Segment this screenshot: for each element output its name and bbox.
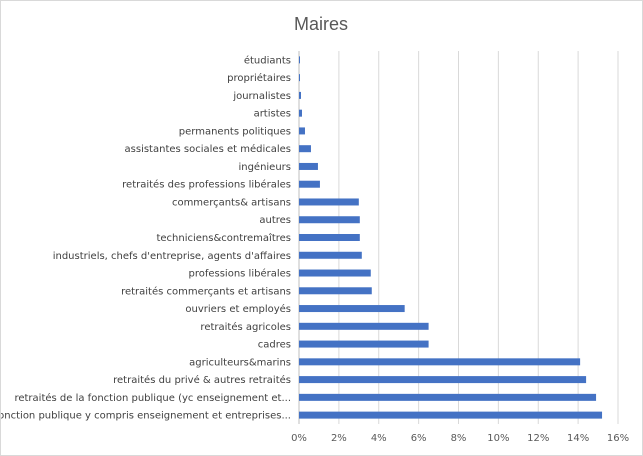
bar	[299, 358, 581, 366]
category-label: ouvriers et employés	[185, 303, 291, 315]
category-label: commerçants& artisans	[172, 197, 291, 208]
x-tick-label: 10%	[487, 433, 509, 444]
bar	[299, 91, 301, 99]
category-label: autres	[259, 215, 291, 226]
category-label: artistes	[254, 109, 291, 120]
bars	[299, 56, 603, 419]
bar	[299, 305, 405, 313]
bar	[299, 74, 300, 82]
bar	[299, 56, 300, 64]
category-label: cadres	[258, 340, 291, 351]
category-label: propriétaires	[227, 72, 291, 84]
bar	[299, 393, 597, 401]
category-label: professions libérales	[188, 268, 291, 280]
category-label: assistantes sociales et médicales	[125, 143, 291, 155]
category-label: retraités de la fonction publique (yc en…	[14, 392, 291, 404]
category-label: industriels, chefs d'entreprise, agents …	[53, 251, 291, 262]
bar	[299, 234, 360, 241]
category-label: retraités commerçants et artisans	[121, 285, 291, 297]
category-label: retraités du privé & autres retraités	[113, 374, 291, 386]
bar	[299, 180, 320, 188]
bar	[299, 376, 587, 384]
category-label: retraités agricoles	[200, 321, 291, 333]
bar	[299, 322, 429, 330]
bar	[299, 162, 318, 170]
x-tick-label: 16%	[607, 433, 629, 444]
bar	[299, 251, 362, 259]
x-tick-label: 6%	[411, 433, 427, 444]
x-tick-label: 8%	[451, 433, 467, 444]
bar	[299, 109, 302, 117]
category-labels: étudiants propriétaires journalistes artist…	[1, 54, 291, 421]
x-axis-tick-labels: 0% 2% 4% 6% 8% 10% 12% 14% 16%	[291, 433, 629, 444]
category-label: fonction publique y compris enseignement…	[1, 411, 291, 422]
category-label: techniciens&contremaîtres	[156, 232, 291, 244]
gridlines	[298, 51, 619, 424]
x-tick-label: 4%	[371, 433, 387, 444]
bar	[299, 198, 359, 206]
chart-title: Maires	[294, 14, 348, 34]
bar	[299, 287, 372, 295]
bar	[299, 269, 371, 277]
bar	[299, 340, 429, 348]
x-tick-label: 12%	[527, 433, 549, 444]
category-label: retraités des professions libérales	[122, 179, 291, 191]
category-label: ingénieurs	[238, 161, 291, 173]
x-tick-label: 14%	[567, 433, 589, 444]
category-label: permanents politiques	[179, 126, 291, 137]
x-tick-label: 2%	[331, 433, 347, 444]
category-label: étudiants	[244, 54, 291, 66]
category-label: agriculteurs&marins	[189, 357, 291, 368]
category-label: journalistes	[232, 91, 291, 102]
x-tick-label: 0%	[291, 433, 307, 444]
bar	[299, 127, 305, 135]
bar	[299, 411, 603, 419]
bar	[299, 145, 311, 153]
bar	[299, 216, 360, 224]
